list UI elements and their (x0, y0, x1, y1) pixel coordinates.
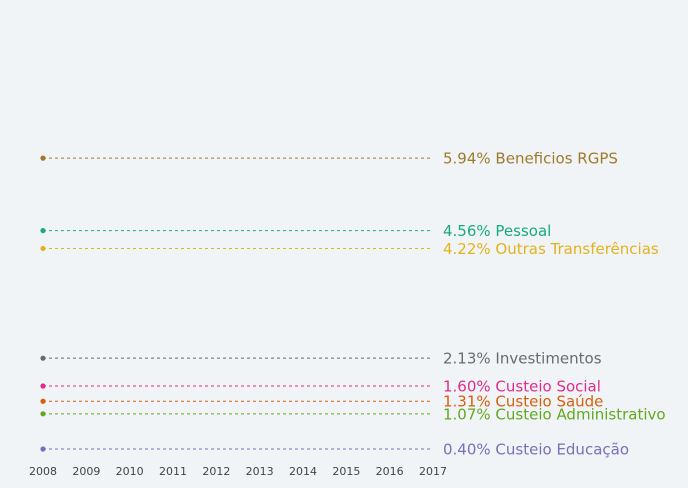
x-tick-label: 2017 (419, 465, 447, 478)
data-point[interactable] (40, 411, 46, 417)
data-point[interactable] (40, 228, 46, 234)
series-6: 1.07% Custeio Administrativo (40, 405, 666, 423)
series-3: 2.13% Investimentos (40, 350, 602, 368)
x-tick-label: 2011 (159, 465, 187, 478)
series-label: 0.40% Custeio Educação (443, 441, 629, 459)
series-0: 5.94% Beneficios RGPS (40, 150, 618, 168)
series-layer: 5.94% Beneficios RGPS 4.56% Pessoal4.22% … (40, 150, 666, 459)
series-label: 5.94% Beneficios RGPS (443, 150, 618, 168)
x-tick-label: 2008 (29, 465, 57, 478)
series-5: 1.31% Custeio Saúde (40, 393, 603, 411)
series-1: 4.56% Pessoal (40, 222, 551, 240)
series-4: 1.60% Custeio Social (40, 378, 601, 396)
x-tick-label: 2014 (289, 465, 317, 478)
series-label: 4.56% Pessoal (443, 222, 551, 240)
series-label: 2.13% Investimentos (443, 350, 602, 368)
data-point[interactable] (40, 355, 46, 361)
data-point[interactable] (40, 383, 46, 389)
x-tick-label: 2013 (246, 465, 274, 478)
data-point[interactable] (40, 398, 46, 404)
series-2: 4.22% Outras Transferências (40, 240, 659, 258)
x-tick-label: 2012 (202, 465, 230, 478)
series-label: 1.07% Custeio Administrativo (443, 405, 666, 423)
x-axis: 2008 2009 2010 2011 2012 2013 2014 2015 2016 2017 (29, 465, 447, 478)
data-point[interactable] (40, 446, 46, 452)
series-7: 0.40% Custeio Educação (40, 441, 629, 459)
series-label: 1.31% Custeio Saúde (443, 393, 603, 411)
x-tick-label: 2009 (72, 465, 100, 478)
series-label: 4.22% Outras Transferências (443, 240, 659, 258)
data-point[interactable] (40, 155, 46, 161)
x-tick-label: 2010 (116, 465, 144, 478)
x-tick-label: 2016 (376, 465, 404, 478)
x-tick-label: 2015 (332, 465, 360, 478)
data-point[interactable] (40, 245, 46, 252)
series-label: 1.60% Custeio Social (443, 378, 601, 396)
